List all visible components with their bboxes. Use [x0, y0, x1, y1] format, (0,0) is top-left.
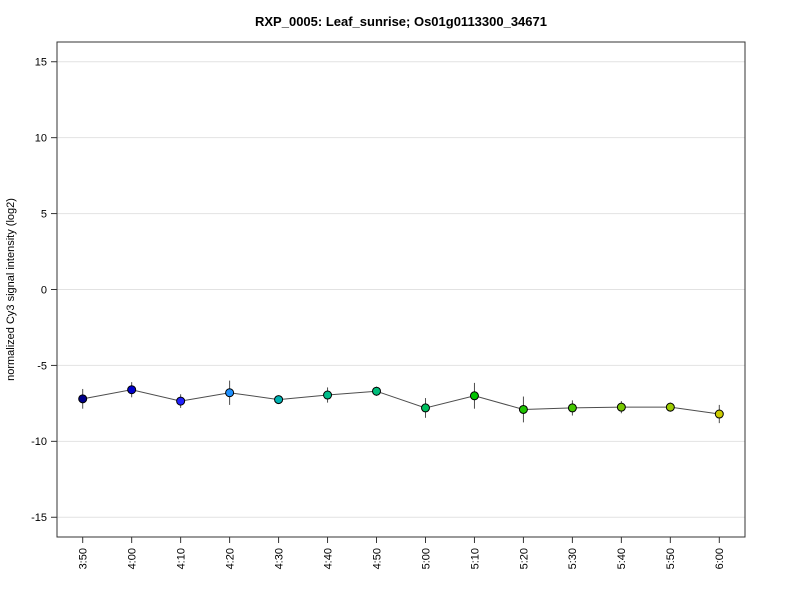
y-tick-label: 15 — [35, 57, 47, 69]
data-point — [518, 404, 528, 414]
x-tick-label: 5:50 — [665, 548, 677, 569]
data-point — [78, 394, 88, 404]
data-point — [225, 388, 235, 398]
x-tick-label: 4:50 — [371, 548, 383, 569]
data-point — [469, 391, 479, 401]
y-tick-label: 0 — [41, 284, 47, 296]
chart-title: RXP_0005: Leaf_sunrise; Os01g0113300_346… — [255, 14, 547, 29]
series-line — [82, 389, 720, 415]
y-axis-title: normalized Cy3 signal intensity (log2) — [5, 198, 17, 381]
data-point — [323, 390, 333, 400]
data-point — [714, 409, 724, 419]
x-tick-label: 5:20 — [518, 548, 530, 569]
data-point — [616, 402, 626, 412]
y-tick-label: -10 — [31, 436, 47, 448]
data-point — [274, 395, 284, 405]
x-tick-label: 4:20 — [224, 548, 236, 569]
plot-box — [56, 41, 746, 538]
x-tick-label: 3:50 — [78, 548, 90, 569]
data-point — [665, 402, 675, 412]
x-tick-label: 4:00 — [127, 548, 139, 569]
y-tick-label: -15 — [31, 512, 47, 524]
data-point — [372, 386, 382, 396]
data-point — [567, 403, 577, 413]
x-tick-label: 6:00 — [714, 548, 726, 569]
y-tick-label: 5 — [41, 208, 47, 220]
y-tick-label: 10 — [35, 133, 47, 145]
data-point — [127, 385, 137, 395]
x-tick-label: 4:10 — [175, 548, 187, 569]
x-tick-label: 5:00 — [420, 548, 432, 569]
x-tick-label: 5:30 — [567, 548, 579, 569]
data-point — [420, 403, 430, 413]
x-tick-label: 5:10 — [469, 548, 481, 569]
data-point — [176, 396, 186, 406]
x-tick-label: 5:40 — [616, 548, 628, 569]
y-tick-label: -5 — [37, 360, 47, 372]
x-tick-label: 4:40 — [322, 548, 334, 569]
x-tick-label: 4:30 — [273, 548, 285, 569]
